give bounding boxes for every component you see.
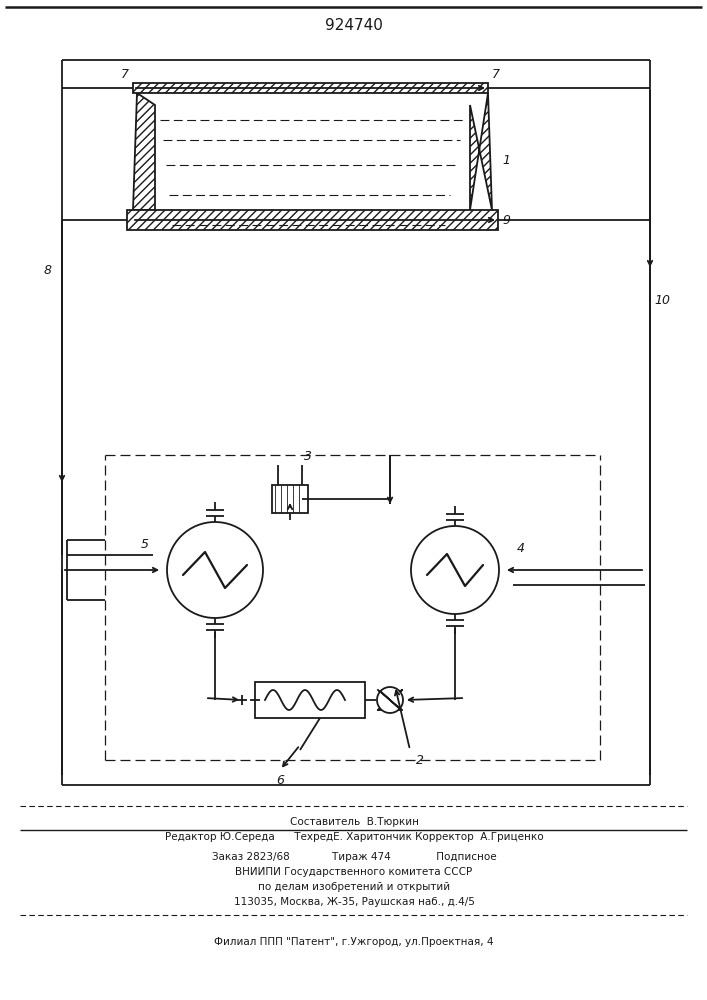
Circle shape xyxy=(411,526,499,614)
Text: 1: 1 xyxy=(502,153,510,166)
Polygon shape xyxy=(470,93,492,210)
Text: 6: 6 xyxy=(276,774,284,786)
Text: Филиал ППП "Патент", г.Ужгород, ул.Проектная, 4: Филиал ППП "Патент", г.Ужгород, ул.Проек… xyxy=(214,937,493,947)
Circle shape xyxy=(167,522,263,618)
Circle shape xyxy=(377,687,403,713)
Polygon shape xyxy=(133,93,155,210)
Bar xyxy=(255,682,365,718)
Text: Редактор Ю.Середа      ТехредЕ. Харитончик Корректор  А.Гриценко: Редактор Ю.Середа ТехредЕ. Харитончик Ко… xyxy=(165,832,543,842)
Polygon shape xyxy=(127,210,498,230)
Text: 5: 5 xyxy=(141,538,149,552)
Text: 2: 2 xyxy=(416,754,424,766)
Text: ВНИИПИ Государственного комитета СССР: ВНИИПИ Государственного комитета СССР xyxy=(235,867,472,877)
Text: 8: 8 xyxy=(44,263,52,276)
Text: 10: 10 xyxy=(654,294,670,306)
Text: 7: 7 xyxy=(492,68,500,82)
Bar xyxy=(272,485,308,513)
Text: Заказ 2823/68             Тираж 474              Подписное: Заказ 2823/68 Тираж 474 Подписное xyxy=(211,852,496,862)
Text: 7: 7 xyxy=(121,68,129,82)
Text: 113035, Москва, Ж-35, Раушская наб., д.4/5: 113035, Москва, Ж-35, Раушская наб., д.4… xyxy=(233,897,474,907)
Text: 9: 9 xyxy=(502,214,510,227)
Text: 3: 3 xyxy=(304,450,312,464)
Text: Составитель  В.Тюркин: Составитель В.Тюркин xyxy=(289,817,419,827)
Text: 4: 4 xyxy=(517,542,525,554)
Text: 924740: 924740 xyxy=(325,17,383,32)
Polygon shape xyxy=(133,83,488,93)
Text: по делам изобретений и открытий: по делам изобретений и открытий xyxy=(258,882,450,892)
